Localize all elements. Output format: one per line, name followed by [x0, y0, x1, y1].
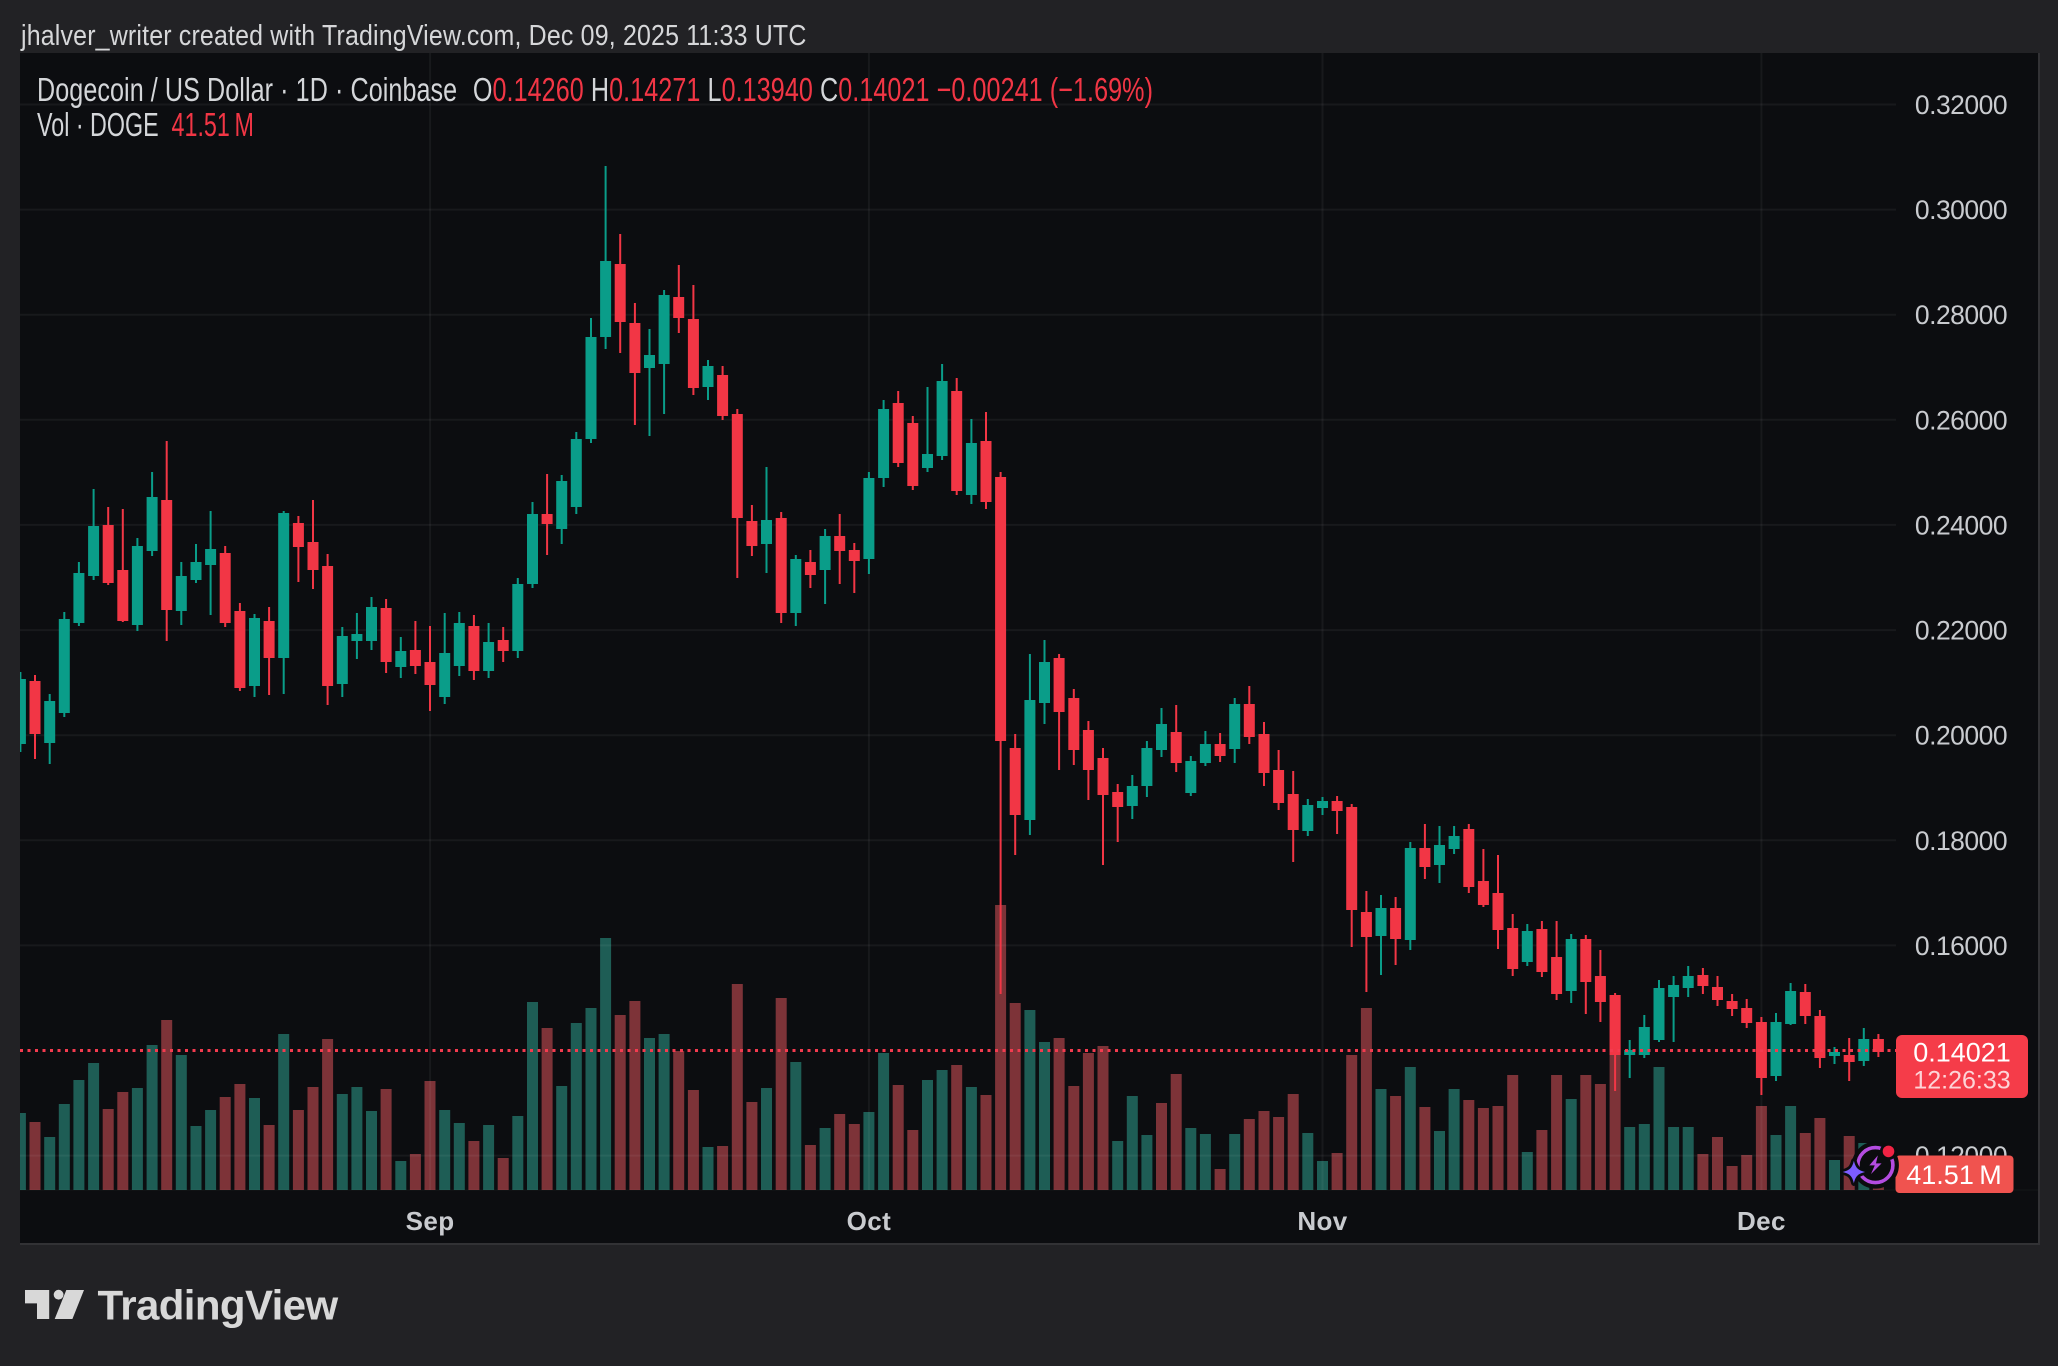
svg-text:Nov: Nov	[1297, 1206, 1347, 1236]
svg-text:0.26000: 0.26000	[1915, 405, 2007, 435]
svg-text:0.20000: 0.20000	[1915, 721, 2007, 751]
svg-text:0.30000: 0.30000	[1915, 195, 2007, 225]
svg-text:0.14021: 0.14021	[1913, 1038, 2011, 1068]
svg-text:TradingView: TradingView	[98, 1283, 339, 1329]
svg-text:0.24000: 0.24000	[1915, 510, 2007, 540]
svg-text:41.51 M: 41.51 M	[1906, 1160, 2001, 1190]
svg-text:0.28000: 0.28000	[1915, 300, 2007, 330]
svg-text:0.18000: 0.18000	[1915, 826, 2007, 856]
svg-text:12:26:33: 12:26:33	[1913, 1067, 2010, 1095]
svg-text:0.22000: 0.22000	[1915, 616, 2007, 646]
svg-text:0.32000: 0.32000	[1915, 90, 2007, 120]
svg-text:Oct: Oct	[847, 1206, 892, 1236]
svg-text:Sep: Sep	[406, 1206, 455, 1236]
svg-text:0.16000: 0.16000	[1915, 931, 2007, 961]
svg-text:Dec: Dec	[1737, 1206, 1786, 1236]
